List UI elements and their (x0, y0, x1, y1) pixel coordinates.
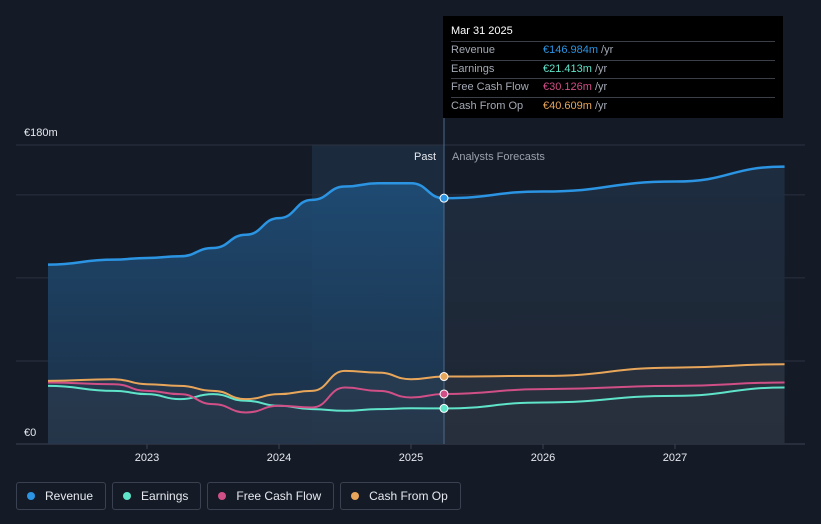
series-marker-revenue (439, 193, 449, 203)
revenue-area-past (48, 183, 444, 444)
tooltip-label: Free Cash Flow (451, 81, 529, 93)
x-tick-label: 2024 (267, 452, 291, 464)
forecast-label: Analysts Forecasts (452, 151, 545, 163)
tooltip-value-revenue: €146.984m (543, 44, 599, 56)
legend-dot-icon (123, 492, 132, 500)
x-tick-label: 2025 (399, 452, 423, 464)
y-tick-label: €180m (24, 127, 58, 139)
legend-dot-icon (218, 492, 227, 500)
tooltip-label: Earnings (451, 62, 495, 75)
tooltip-label: Revenue (451, 44, 496, 56)
past-label: Past (414, 151, 436, 163)
legend-item-free-cash-flow[interactable]: Free Cash Flow (207, 482, 335, 510)
tooltip-value-free-cash-flow: €30.126m (543, 81, 592, 93)
series-marker-earnings (439, 403, 449, 413)
revenue-area-forecast (444, 166, 785, 444)
tooltip-row-free-cash-flow: Free Cash Flow €30.126m /yr (451, 78, 775, 97)
legend-item-cash-from-op[interactable]: Cash From Op (340, 482, 461, 510)
lower-series-area (48, 364, 785, 444)
tooltip-label: Cash From Op (451, 99, 524, 112)
tooltip-row-earnings: Earnings €21.413m /yr (451, 59, 775, 79)
series-line-earnings (47, 384, 785, 412)
x-tick-label: 2023 (135, 452, 159, 464)
series-line-cash-from-op (47, 363, 785, 401)
series-line-free-cash-flow (47, 381, 785, 414)
legend-dot-icon (351, 492, 360, 500)
tooltip-unit: /yr (594, 99, 608, 112)
legend-dot-icon (27, 492, 35, 500)
chart-legend: Revenue Earnings Free Cash Flow Cash Fro… (16, 482, 461, 510)
legend-label: Cash From Op (369, 489, 448, 503)
x-tick-label: 2027 (663, 452, 687, 464)
x-tick-label: 2026 (531, 452, 555, 464)
series-marker-free-cash-flow (439, 389, 449, 399)
tooltip-value-earnings: €21.413m (543, 62, 592, 75)
legend-label: Revenue (45, 489, 94, 503)
legend-label: Free Cash Flow (236, 489, 322, 503)
legend-label: Earnings (141, 489, 189, 503)
y-tick-label: €0 (24, 427, 36, 439)
tooltip-row-revenue: Revenue €146.984m /yr (451, 41, 775, 60)
tooltip-unit: /yr (601, 44, 614, 56)
series-marker-cash-from-op (439, 372, 449, 382)
legend-item-earnings[interactable]: Earnings (112, 482, 202, 510)
tooltip-unit: /yr (594, 62, 608, 75)
tooltip-date: Mar 31 2025 (451, 25, 513, 37)
tooltip-row-cash-from-op: Cash From Op €40.609m /yr (451, 96, 775, 116)
chart-tooltip: Mar 31 2025 Revenue €146.984m /yr Earnin… (443, 16, 783, 118)
legend-item-revenue[interactable]: Revenue (16, 482, 107, 510)
chart-canvas: €180m €0 Past Analysts Forecasts 2023 2024 202… (16, 118, 805, 464)
series-line-revenue (47, 165, 785, 266)
tooltip-unit: /yr (594, 81, 608, 93)
tooltip-value-cash-from-op: €40.609m (543, 99, 592, 112)
